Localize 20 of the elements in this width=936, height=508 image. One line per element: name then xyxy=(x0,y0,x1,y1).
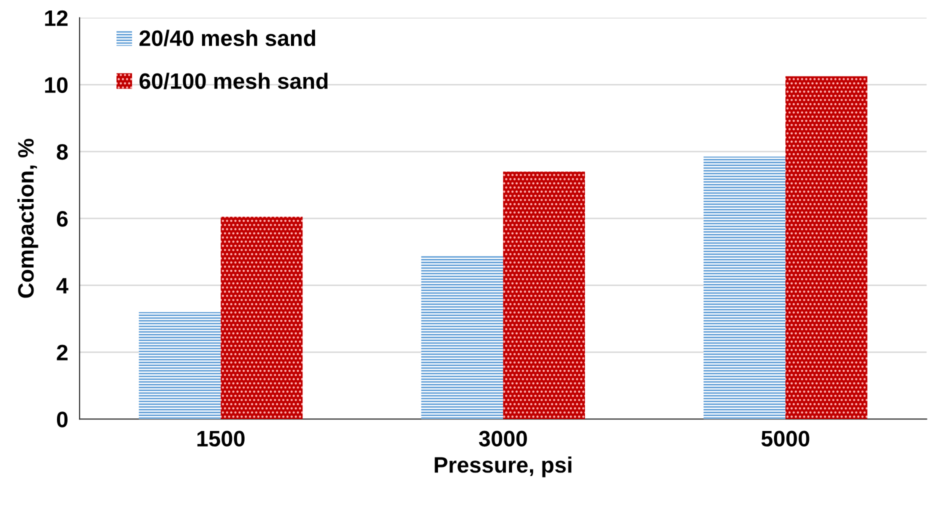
y-tick-label: 4 xyxy=(56,278,68,294)
x-tick-label: 3000 xyxy=(478,430,527,447)
y-tick-label: 10 xyxy=(45,77,68,93)
bar xyxy=(421,255,504,420)
y-tick-label: 8 xyxy=(56,144,68,160)
bar xyxy=(220,216,303,420)
x-tick-label: 5000 xyxy=(761,430,810,447)
y-tick-label: 12 xyxy=(45,10,68,26)
legend-label: 60/100 mesh sand xyxy=(140,72,328,90)
x-axis-title: Pressure, psi xyxy=(434,456,572,478)
y-tick-label: 6 xyxy=(56,210,68,227)
x-tick-label: 1500 xyxy=(197,430,245,447)
y-axis-title: Compaction, % xyxy=(17,138,38,298)
y-tick-label: 0 xyxy=(56,412,68,428)
bar xyxy=(503,172,585,420)
y-tick-label: 2 xyxy=(56,344,68,360)
bar xyxy=(785,76,868,420)
bar xyxy=(138,312,221,420)
legend-label: 20/40 mesh sand xyxy=(139,30,316,46)
bar xyxy=(704,156,786,420)
